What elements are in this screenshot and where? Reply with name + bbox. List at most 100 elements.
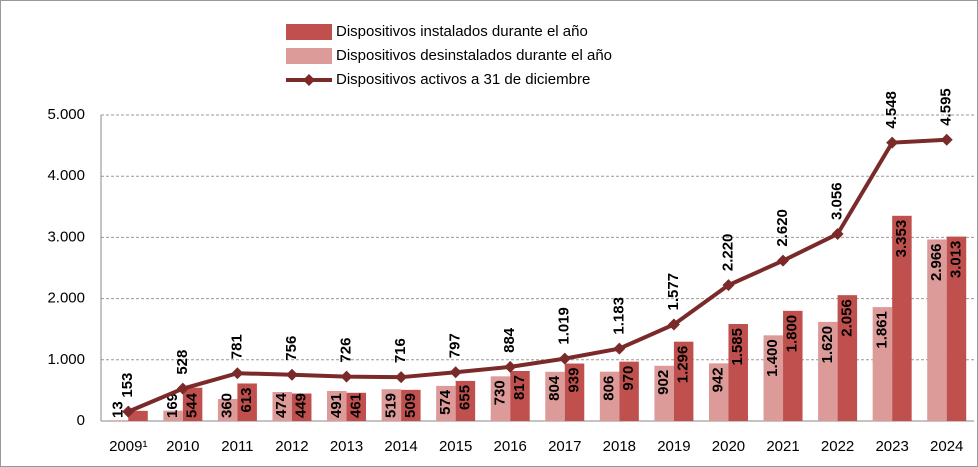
legend-label: Dispositivos activos a 31 de diciembre [336, 71, 590, 88]
bar [237, 383, 257, 421]
line-marker [122, 405, 135, 418]
line-marker [613, 342, 626, 355]
line-marker [667, 318, 680, 331]
x-tick-label: 2013 [330, 438, 363, 455]
line-marker [395, 371, 408, 384]
line-value-label: 756 [283, 336, 300, 361]
bar [327, 390, 347, 421]
y-tick-label: 4.000 [47, 167, 85, 184]
bar-value-label: 1.861 [873, 311, 890, 349]
y-tick-label: 5.000 [47, 106, 85, 123]
legend-swatch [303, 74, 315, 86]
bar [490, 376, 511, 421]
line-marker [504, 360, 517, 373]
line-value-label: 716 [392, 338, 409, 363]
x-tick-label: 2018 [603, 438, 636, 455]
line-value-label: 797 [447, 333, 464, 358]
bar [401, 389, 421, 421]
line-marker [940, 133, 953, 146]
line-value-label: 2.620 [774, 209, 791, 247]
bar [599, 371, 620, 421]
bar-value-label: 1.800 [784, 315, 801, 353]
bar-value-label: 613 [238, 387, 255, 412]
x-tick-label: 2017 [548, 438, 581, 455]
bar [108, 420, 129, 421]
line-value-label: 153 [119, 373, 136, 398]
line-marker [231, 367, 244, 380]
bar [217, 398, 238, 421]
bar [728, 323, 748, 421]
bar-value-label: 806 [601, 376, 618, 401]
line-value-label: 781 [228, 334, 245, 359]
bar [381, 389, 402, 421]
bar-value-label: 1.620 [819, 326, 836, 364]
bar [346, 392, 367, 421]
bar [837, 295, 858, 421]
bar-value-label: 942 [710, 367, 727, 392]
bar-value-label: 902 [655, 370, 672, 395]
x-tick-label: 2011 [221, 438, 253, 455]
line-marker [285, 368, 298, 381]
x-tick-label: 2016 [494, 438, 527, 455]
bar-value-label: 474 [273, 392, 290, 418]
bar-value-label: 1.585 [729, 328, 746, 366]
bar-value-label: 13 [110, 401, 127, 418]
line-value-label: 4.595 [938, 88, 955, 126]
x-tick-label: 2014 [384, 438, 417, 455]
bar-value-label: 449 [293, 393, 310, 418]
bar-value-label: 169 [164, 393, 181, 418]
x-tick-label: 2009¹ [109, 438, 147, 455]
bar [619, 361, 639, 421]
line-marker [886, 136, 899, 149]
bar-value-label: 655 [456, 385, 473, 410]
line-value-label: 1.183 [610, 297, 627, 335]
x-tick-label: 2012 [275, 438, 308, 455]
bar [872, 307, 893, 421]
bar-value-label: 574 [437, 389, 454, 415]
line-marker [449, 366, 462, 379]
line-value-label: 884 [501, 327, 518, 353]
bar-value-label: 939 [566, 368, 583, 393]
y-tick-label: 2.000 [47, 290, 85, 307]
bar [564, 363, 585, 421]
y-tick-label: 3.000 [47, 228, 85, 245]
bar [545, 371, 565, 421]
bar-value-label: 2.966 [928, 243, 945, 281]
bar [128, 410, 148, 421]
bar-value-label: 461 [347, 393, 364, 418]
bar [708, 363, 729, 421]
bar [272, 391, 292, 421]
x-tick-label: 2022 [821, 438, 854, 455]
bar-value-label: 2.056 [838, 299, 855, 337]
legend-swatch [286, 48, 332, 64]
bar [436, 385, 456, 421]
bar-value-label: 544 [184, 392, 201, 418]
line-marker [340, 370, 353, 383]
x-tick-label: 2015 [439, 438, 472, 455]
line-marker [831, 227, 844, 240]
bar [291, 393, 312, 421]
line-marker [558, 352, 571, 365]
bar-value-label: 1.296 [675, 346, 692, 384]
line-value-label: 4.548 [883, 91, 900, 129]
legend-swatch [286, 24, 332, 40]
line-value-label: 1.019 [556, 307, 573, 345]
line-marker [777, 254, 790, 267]
line [127, 137, 947, 414]
bar-value-label: 3.353 [893, 220, 910, 258]
bar-value-label: 817 [511, 375, 528, 400]
line-value-label: 726 [338, 338, 355, 363]
x-tick-label: 2021 [766, 438, 799, 455]
legend-label: Dispositivos desinstalados durante el añ… [336, 47, 612, 64]
bar [455, 380, 476, 421]
bar [510, 370, 530, 421]
x-tick-label: 2019 [657, 438, 690, 455]
bar-value-label: 730 [491, 380, 508, 405]
bar [927, 239, 947, 421]
bar-value-label: 491 [328, 393, 345, 418]
legend-label: Dispositivos instalados durante el año [336, 23, 588, 40]
bar-value-label: 1.400 [764, 339, 781, 377]
line-marker [722, 279, 735, 292]
